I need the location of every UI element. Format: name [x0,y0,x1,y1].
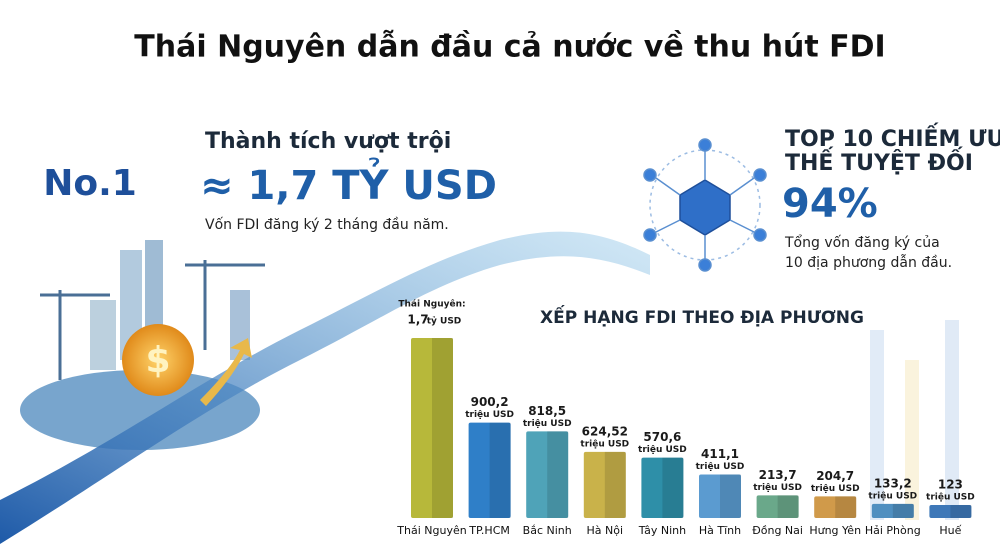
x-tick-label: Hà Nội [587,524,624,537]
bg-bars [870,320,959,520]
value-label: 204,7 [816,469,854,483]
value-label: tỷ USD [427,316,462,327]
bar-shade [604,451,626,518]
bar-shade [892,503,914,518]
value-label: 213,7 [759,468,797,482]
top10-heading: TOP 10 CHIẾM ƯU [785,123,1000,152]
value-label: triệu USD [696,462,745,472]
bar [929,504,972,518]
top10-value: 94% [782,181,878,227]
x-tick-label: Hải Phòng [865,524,921,537]
bar [526,431,569,518]
value-label: 624,52 [582,424,628,438]
bar [756,495,799,518]
x-tick-label: Thái Nguyên [396,524,466,537]
highlight-note: Vốn FDI đăng ký 2 tháng đầu năm. [205,216,449,233]
city-illustration: $ [0,231,650,544]
x-tick-label: TP.HCM [468,524,510,537]
value-label: 900,2 [471,395,509,409]
network-icon [643,138,767,272]
bar [871,503,914,518]
x-tick-label: Tây Ninh [638,524,686,537]
bar-shade [662,457,684,518]
bar-shade [547,431,569,518]
value-label: triệu USD [638,445,687,455]
x-tick-label: Bắc Ninh [523,524,572,537]
bar [814,496,857,518]
value-label: triệu USD [811,484,860,494]
highlight-value: ≈ 1,7 TỶ USD [200,156,497,209]
value-label: 570,6 [643,430,681,444]
coin-symbol: $ [145,340,170,381]
value-label: 411,1 [701,447,739,461]
value-label: triệu USD [580,439,629,449]
bar-shade [777,495,799,518]
title: Thái Nguyên dẫn đầu cả nước về thu hút F… [134,29,885,65]
value-label: triệu USD [868,491,917,501]
bar [468,422,511,518]
top10-note: Tổng vốn đăng ký của [784,234,940,251]
bar [583,451,626,518]
x-tick-label: Đồng Nai [752,524,803,537]
value-label: triệu USD [465,410,514,420]
value-label: 123 [938,477,963,491]
bar [411,338,453,518]
value-label: triệu USD [926,492,975,502]
top10-note: 10 địa phương dẫn đầu. [785,254,952,271]
chart-title: XẾP HẠNG FDI THEO ĐỊA PHƯƠNG [540,304,864,328]
value-label: Thái Nguyên: [398,299,465,310]
badge: No.1 [43,163,137,204]
highlight-heading: Thành tích vượt trội [205,129,451,154]
bar [641,457,684,518]
value-label: triệu USD [523,419,572,429]
value-label: triệu USD [753,483,802,493]
x-tick-label: Hưng Yên [809,524,861,537]
x-tick-label: Huế [939,524,961,537]
bar [699,474,741,518]
bar-shade [432,338,453,518]
top10-heading: THẾ TUYỆT ĐỐI [785,147,973,176]
bar-shade [835,496,857,518]
bar-shade [950,504,972,518]
value-label: 133,2 [874,476,912,490]
bar-shade [489,422,511,518]
value-label: 818,5 [528,404,566,418]
value-label: 1,7 [407,313,428,327]
bar-shade [720,474,741,518]
x-tick-label: Hà Tĩnh [699,524,741,537]
